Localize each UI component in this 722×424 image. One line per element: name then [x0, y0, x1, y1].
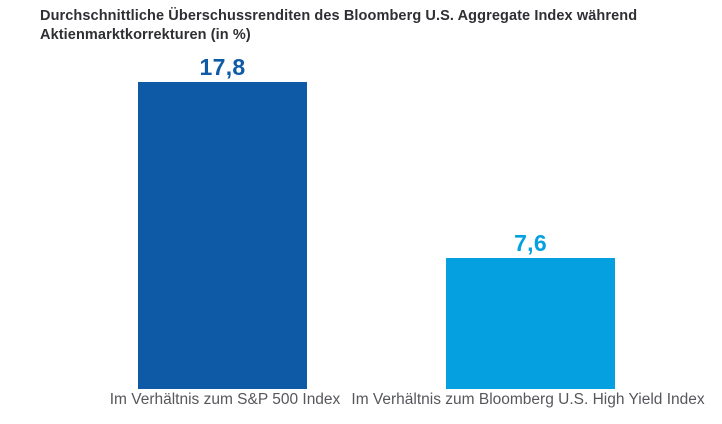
bar-value-label-sp500: 17,8 [199, 54, 246, 80]
bar-sp500 [138, 82, 307, 389]
bar-high-yield [446, 258, 615, 389]
bar-group-high-yield: 7,6 [446, 231, 615, 389]
chart-title: Durchschnittliche Überschussrenditen des… [40, 8, 638, 43]
category-label-high-yield: Im Verhältnis zum Bloomberg U.S. High Yi… [351, 391, 705, 408]
bar-value-label-high-yield: 7,6 [514, 230, 547, 256]
bar-group-sp500: 17,8 [138, 55, 307, 389]
category-label-sp500: Im Verhältnis zum S&P 500 Index [109, 391, 341, 408]
